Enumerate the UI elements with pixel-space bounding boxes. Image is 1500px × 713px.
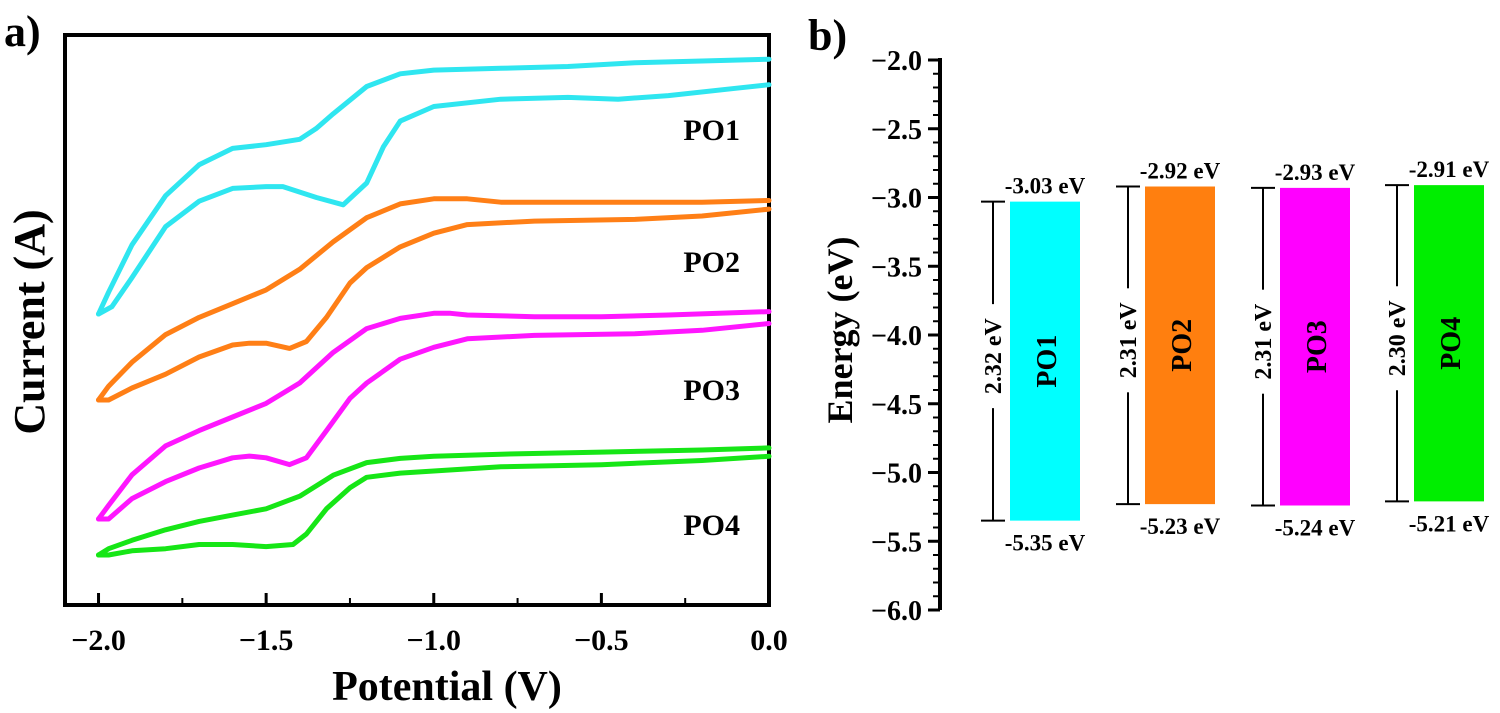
- cv-curve-po2-lower: [96, 206, 772, 403]
- homo-label: -5.35 eV: [1005, 531, 1086, 556]
- energy-y-tick-label: −2.5: [871, 115, 922, 146]
- cv-x-tick-label: −0.5: [574, 624, 629, 657]
- panel-a: a) PO1 PO2 PO3 PO4 −2.0 −1.5 −1.0 −0.5 0.0 Pote…: [4, 7, 788, 710]
- cv-curve-po4-upper: [96, 445, 772, 558]
- cv-plot-frame: [63, 33, 771, 607]
- cv-series-label: PO1: [683, 114, 740, 147]
- energy-y-tick-label: −3.5: [871, 252, 922, 283]
- energy-bar-po1: [1010, 201, 1080, 521]
- homo-label: -5.24 eV: [1275, 516, 1356, 541]
- energy-y-tick-label: −4.0: [871, 321, 922, 352]
- cv-series-label: PO4: [683, 509, 740, 542]
- cv-curve-po3-lower: [96, 321, 772, 522]
- homo-label: -5.23 eV: [1140, 514, 1221, 539]
- cv-x-axis: −2.0 −1.5 −1.0 −0.5 0.0: [71, 593, 788, 657]
- energy-y-tick-label: −3.0: [871, 184, 922, 215]
- lumo-label: -2.92 eV: [1140, 159, 1221, 184]
- cv-series-label: PO3: [683, 374, 740, 407]
- energy-y-tick-label: −2.0: [871, 46, 922, 77]
- gap-label-mask: [1116, 288, 1140, 393]
- cv-curve-po2-upper: [96, 196, 772, 403]
- energy-level-bars: PO1 2.32 eV -3.03 eV -5.35 eV PO2 2.31 eV -2.9…: [981, 157, 1490, 556]
- cv-x-tick-label: −1.5: [239, 624, 294, 657]
- cv-x-axis-title: Potential (V): [332, 664, 562, 710]
- cv-x-tick-label: −1.0: [406, 624, 461, 657]
- energy-bar-name: PO3: [1302, 320, 1333, 373]
- energy-y-axis: −2.0 −2.5 −3.0 −3.5 −4.0 −4.5 −5.0 −5.5 −6.0: [871, 46, 940, 627]
- lumo-label: -2.93 eV: [1275, 160, 1356, 185]
- cv-curve-po1-upper: [96, 56, 772, 317]
- cv-series-label: PO2: [683, 246, 740, 279]
- cv-x-tick-label: 0.0: [750, 624, 788, 657]
- energy-y-tick-label: −6.0: [871, 596, 922, 627]
- gap-label-mask: [1385, 286, 1409, 391]
- gap-label: 2.31 eV: [1116, 302, 1142, 379]
- energy-bar-name: PO4: [1436, 317, 1467, 370]
- energy-y-tick-label: −5.0: [871, 459, 922, 490]
- energy-y-tick-label: −4.5: [871, 390, 922, 421]
- energy-bar-po4: [1414, 185, 1484, 502]
- cv-curve-po3-upper: [96, 309, 772, 522]
- cv-curves: [96, 56, 772, 558]
- cv-series-labels: PO1 PO2 PO3 PO4: [683, 114, 740, 542]
- energy-bar-group-po3: PO3 2.31 eV -2.93 eV -5.24 eV: [1251, 160, 1356, 541]
- gap-label-mask: [981, 304, 1005, 409]
- energy-bar-group-po2: PO2 2.31 eV -2.92 eV -5.23 eV: [1116, 159, 1221, 539]
- energy-bar-group-po4: PO4 2.30 eV -2.91 eV -5.21 eV: [1385, 157, 1490, 536]
- cv-curve-po4-lower: [96, 453, 772, 558]
- panel-b-label: b): [808, 11, 847, 60]
- homo-label: -5.21 eV: [1409, 511, 1490, 536]
- energy-y-axis-title: Energy (eV): [820, 237, 860, 424]
- lumo-label: -2.91 eV: [1409, 157, 1490, 182]
- energy-y-tick-label: −5.5: [871, 527, 922, 558]
- energy-bar-name: PO1: [1032, 335, 1063, 388]
- energy-bar-group-po1: PO1 2.32 eV -3.03 eV -5.35 eV: [981, 174, 1086, 556]
- gap-label: 2.32 eV: [981, 317, 1007, 394]
- panel-a-label: a): [4, 7, 41, 56]
- gap-label: 2.30 eV: [1385, 300, 1411, 377]
- gap-label: 2.31 eV: [1251, 303, 1277, 380]
- panel-b: b) −2.0−2.5−3.0−3.5−4.0−4.5−5.0−5.5−6.0 …: [808, 11, 1490, 627]
- cv-curve-po1-lower: [96, 82, 772, 317]
- cv-x-tick-label: −2.0: [71, 624, 126, 657]
- energy-bar-name: PO2: [1167, 319, 1198, 372]
- energy-bar-po3: [1280, 187, 1350, 506]
- lumo-label: -3.03 eV: [1005, 174, 1086, 199]
- cv-y-axis-title: Current (A): [5, 209, 54, 434]
- energy-bar-po2: [1145, 186, 1215, 505]
- gap-label-mask: [1251, 289, 1275, 394]
